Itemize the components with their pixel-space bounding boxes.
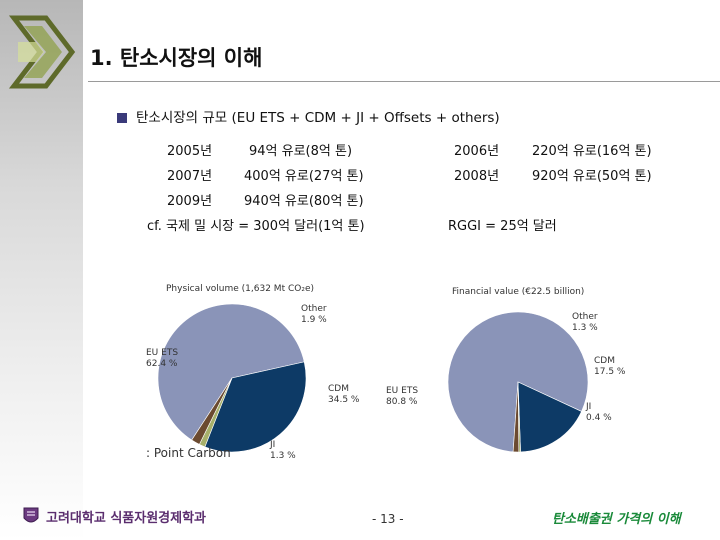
row-year: 2005년 xyxy=(167,144,213,159)
row-year: 2009년 xyxy=(167,194,213,209)
bullet-text: 탄소시장의 규모 (EU ETS + CDM + JI + Offsets + … xyxy=(136,110,500,126)
bullet-square-icon xyxy=(117,113,127,123)
footer-topic: 탄소배출권 가격의 이해 xyxy=(552,512,681,527)
row-year: 2006년 xyxy=(454,144,500,159)
sidebar-gradient xyxy=(0,0,83,540)
row-value: 400억 유로(27억 톤) xyxy=(244,169,364,184)
pie1-slice-eu-ets xyxy=(157,303,305,441)
pie1-label-cdm: CDM 34.5 % xyxy=(328,384,360,405)
row-value: 94억 유로(8억 톤) xyxy=(249,144,353,159)
pie1-title: Physical volume (1,632 Mt CO₂e) xyxy=(166,284,314,294)
row-value: 220억 유로(16억 톤) xyxy=(532,144,652,159)
page-number: - 13 - xyxy=(372,512,404,526)
pie-chart-physical xyxy=(157,303,307,453)
footer-org-label: 고려대학교 식품자원경제학과 xyxy=(46,510,207,526)
row-value: 940억 유로(80억 톤) xyxy=(244,194,364,209)
pie1-slice-other xyxy=(191,377,233,445)
pie1-label-other: Other 1.9 % xyxy=(301,304,327,325)
pie1-slice-cdm xyxy=(204,361,307,453)
footer-org: 고려대학교 식품자원경제학과 xyxy=(22,506,206,526)
row-year: 2007년 xyxy=(167,169,213,184)
pie2-slice-other xyxy=(512,381,520,453)
pie2-title: Financial value (€22.5 billion) xyxy=(452,287,585,297)
pie1-label-ji: JI 1.3 % xyxy=(270,440,296,461)
pie1-label-eu-ets: EU ETS 62.4 % xyxy=(146,348,179,369)
rggi-note: RGGI = 25억 달러 xyxy=(448,219,557,234)
row-year: 2008년 xyxy=(454,169,500,184)
chart-source: : Point Carbon xyxy=(146,446,231,460)
pie-chart-financial xyxy=(447,311,589,453)
pie2-slice-cdm xyxy=(517,381,582,453)
pie2-label-eu-ets: EU ETS 80.8 % xyxy=(386,386,419,407)
title-divider xyxy=(88,81,720,82)
pie2-label-cdm: CDM 17.5 % xyxy=(594,356,626,377)
logo-icon xyxy=(8,15,76,89)
pie2-label-other: Other 1.3 % xyxy=(572,312,598,333)
pie2-label-ji: JI 0.4 % xyxy=(586,402,612,423)
page-title: 1. 탄소시장의 이해 xyxy=(90,46,263,70)
wheat-market-note: cf. 국제 밀 시장 = 300억 달러(1억 톤) xyxy=(147,219,365,234)
university-emblem-icon xyxy=(23,507,39,523)
row-value: 920억 유로(50억 톤) xyxy=(532,169,652,184)
